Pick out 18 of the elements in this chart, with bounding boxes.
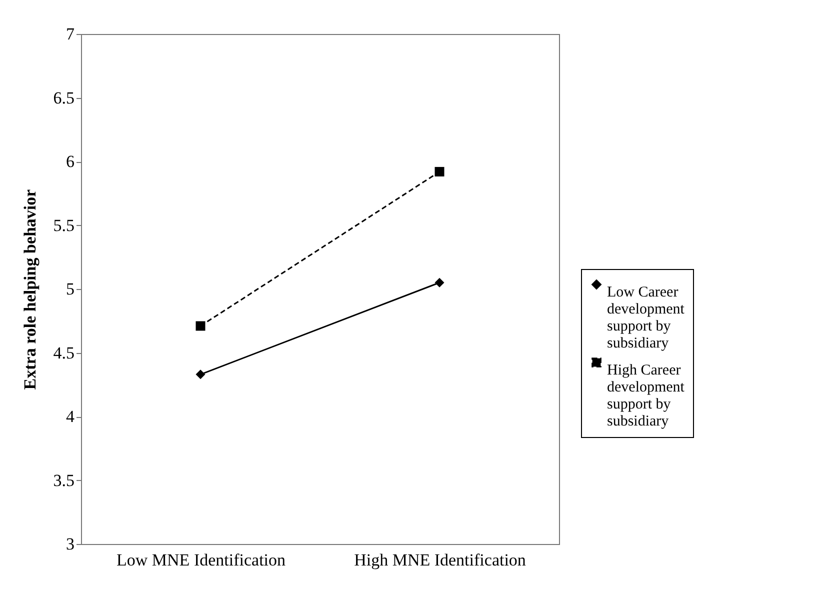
x-tick-label: High MNE Identification	[354, 550, 526, 570]
y-tick-label: 6	[66, 152, 74, 171]
y-tick-label: 5	[66, 280, 74, 298]
x-tick-label: Low MNE Identification	[116, 550, 286, 570]
legend-label: Low Career development support by subsidiary	[607, 284, 686, 352]
point	[434, 166, 444, 176]
y-axis-title: Extra role helping behavior	[20, 188, 40, 390]
y-tick-label: 4.5	[53, 343, 74, 362]
legend-label: High Career development support by subsidiary	[607, 362, 686, 430]
point	[196, 370, 206, 380]
y-tick-label: 6.5	[53, 88, 74, 108]
y-tick-label: 3.5	[53, 470, 74, 490]
point	[434, 278, 444, 288]
y-tick-label: 4	[66, 407, 75, 426]
y-tick-label: 3	[66, 534, 74, 554]
y-tick-label: 5.5	[53, 216, 74, 235]
point	[196, 321, 206, 331]
y-tick-label: 7	[66, 24, 75, 44]
